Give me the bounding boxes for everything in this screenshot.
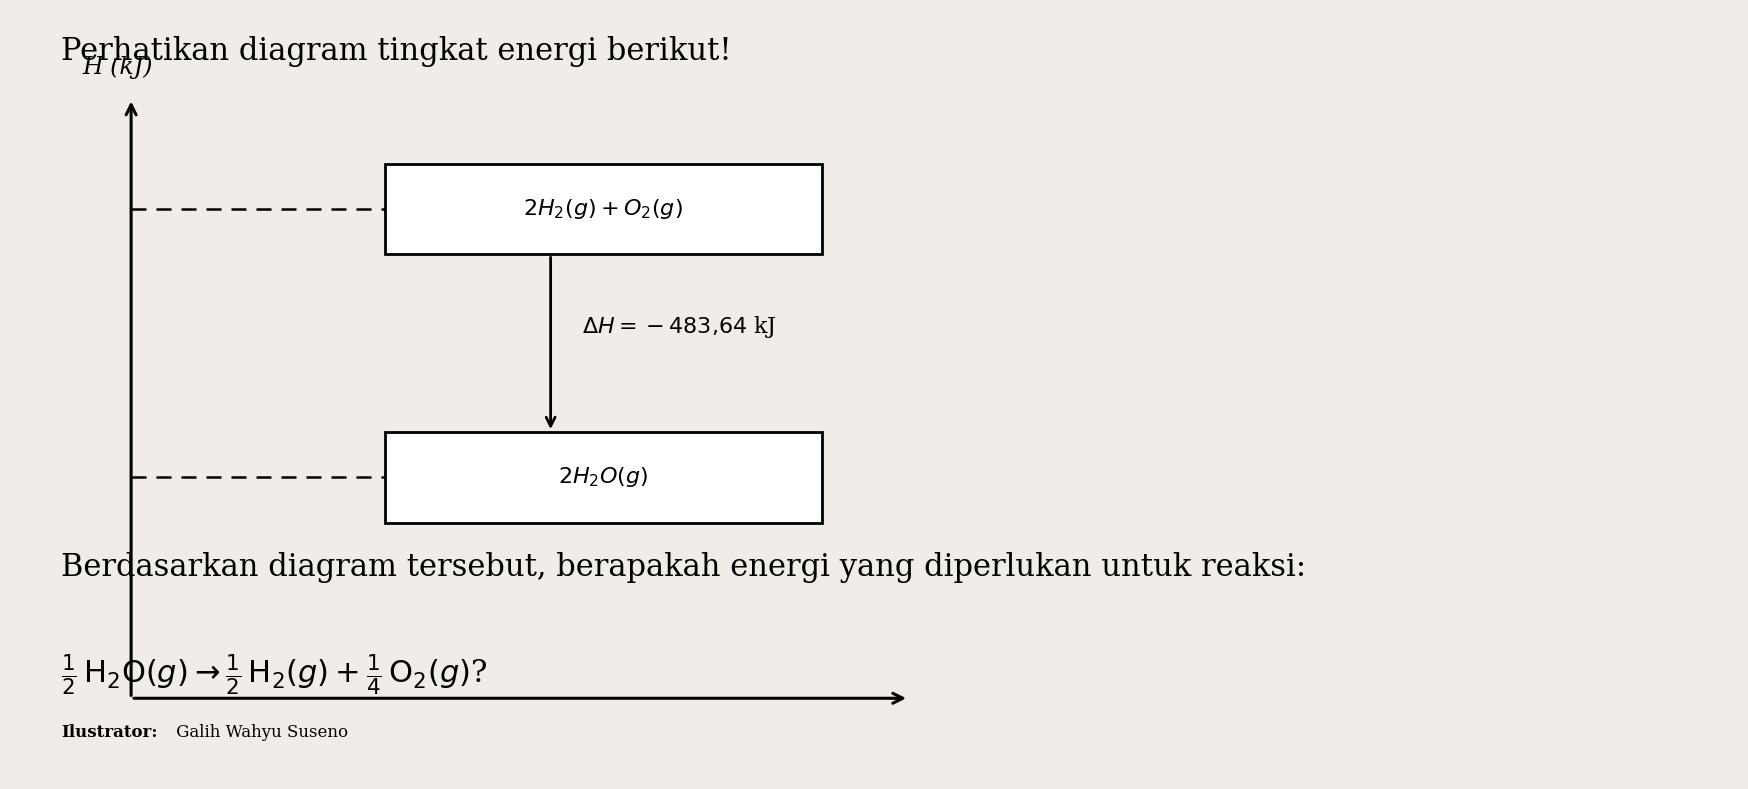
FancyBboxPatch shape: [385, 432, 822, 522]
Text: $\frac{1}{2}$$\,\mathrm{H_2O}(g) \rightarrow \frac{1}{2}\,\mathrm{H_2}(g) + \fra: $\frac{1}{2}$$\,\mathrm{H_2O}(g) \righta…: [61, 653, 488, 698]
Text: $2H_2(g) + O_2(g)$: $2H_2(g) + O_2(g)$: [523, 197, 683, 221]
Text: H (kJ): H (kJ): [82, 55, 152, 79]
Text: $2H_2O(g)$: $2H_2O(g)$: [558, 466, 649, 489]
Text: Perhatikan diagram tingkat energi berikut!: Perhatikan diagram tingkat energi beriku…: [61, 36, 732, 66]
FancyBboxPatch shape: [385, 164, 822, 254]
Text: Berdasarkan diagram tersebut, berapakah energi yang diperlukan untuk reaksi:: Berdasarkan diagram tersebut, berapakah …: [61, 552, 1306, 583]
Text: $\Delta H = -483{,}64$ kJ: $\Delta H = -483{,}64$ kJ: [582, 315, 776, 340]
Text: Ilustrator:: Ilustrator:: [61, 724, 157, 741]
Text: Galih Wahyu Suseno: Galih Wahyu Suseno: [171, 724, 348, 741]
